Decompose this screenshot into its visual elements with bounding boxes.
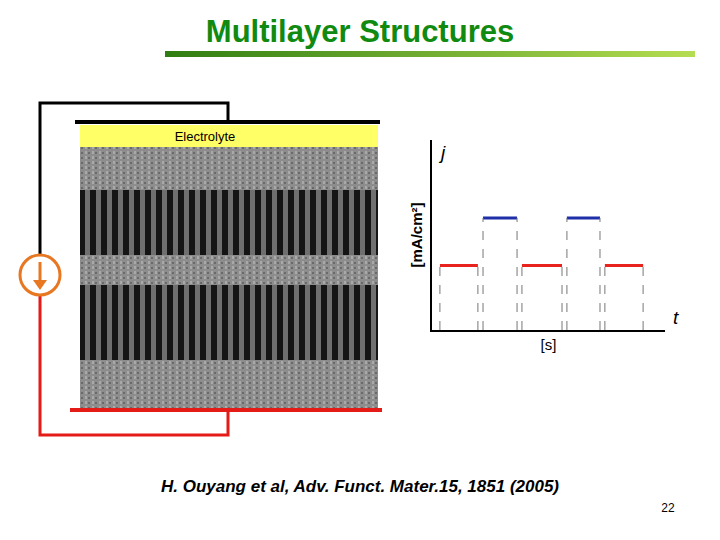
svg-text:Multilayer Structures: Multilayer Structures xyxy=(206,14,514,49)
svg-text:[mA/cm²]: [mA/cm²] xyxy=(408,202,425,267)
svg-text:H. Ouyang et al, Adv. Funct. M: H. Ouyang et al, Adv. Funct. Mater.15, 1… xyxy=(161,477,559,496)
svg-text:t: t xyxy=(673,307,679,328)
svg-text:j: j xyxy=(438,142,446,163)
svg-text:[s]: [s] xyxy=(541,336,557,353)
svg-text:Electrolyte: Electrolyte xyxy=(175,129,236,144)
svg-text:22: 22 xyxy=(661,501,675,515)
